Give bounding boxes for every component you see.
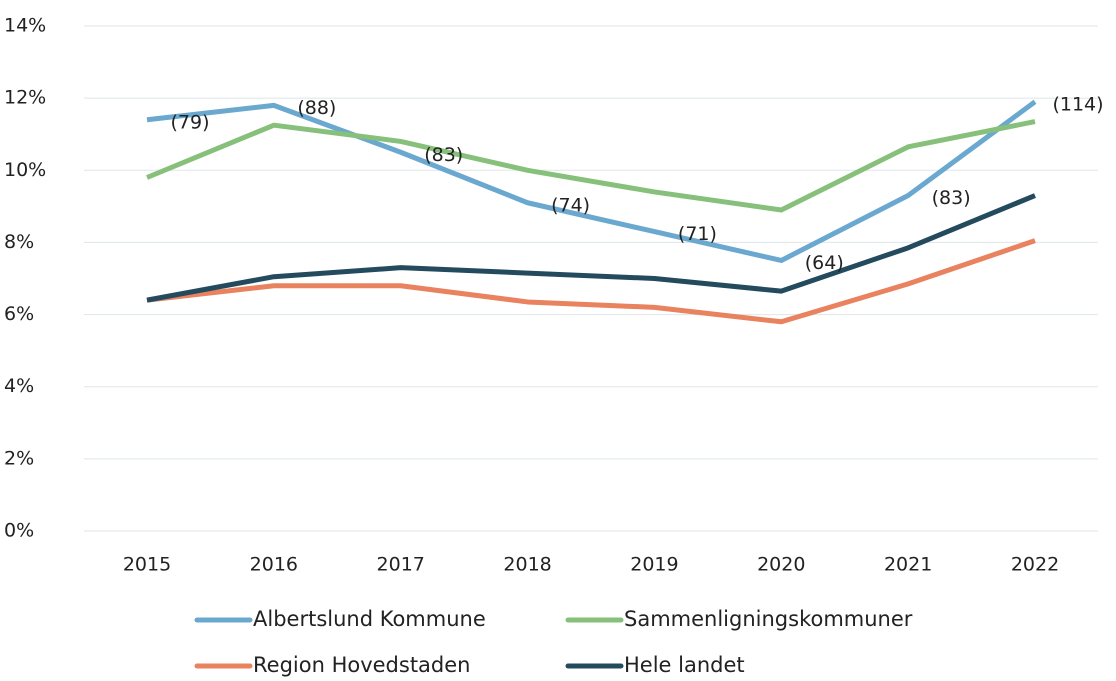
y-tick-label: 12% xyxy=(4,87,46,109)
y-tick-label: 10% xyxy=(4,159,46,181)
x-tick-label: 2021 xyxy=(884,554,932,576)
series-line xyxy=(146,193,1036,303)
annotation: (83) xyxy=(932,187,971,209)
x-tick-label: 2015 xyxy=(123,554,171,576)
annotation: (71) xyxy=(678,223,717,245)
y-tick-label: 2% xyxy=(4,447,34,469)
legend-label: Region Hovedstaden xyxy=(253,653,471,677)
annotation: (74) xyxy=(551,194,590,216)
legend: Albertslund Kommune Sammenligningskommune… xyxy=(194,607,913,677)
annotation: (64) xyxy=(805,252,844,274)
x-tick-label: 2022 xyxy=(1011,554,1059,576)
legend-label: Hele landet xyxy=(624,653,745,677)
annotation: (83) xyxy=(424,144,463,166)
x-tick-label: 2016 xyxy=(250,554,298,576)
y-tick-label: 0% xyxy=(4,520,34,542)
y-tick-label: 4% xyxy=(4,375,34,397)
annotation: (79) xyxy=(170,111,209,133)
series-line xyxy=(146,99,1037,263)
x-tick-label: 2019 xyxy=(630,554,678,576)
y-tick-label: 6% xyxy=(4,303,34,325)
annotation: (114) xyxy=(1052,93,1103,115)
annotation: (88) xyxy=(297,97,336,119)
x-tick-label: 2017 xyxy=(377,554,425,576)
legend-label: Albertslund Kommune xyxy=(253,607,486,631)
y-tick-label: 8% xyxy=(4,231,34,253)
series-line xyxy=(146,119,1036,213)
x-tick-label: 2020 xyxy=(757,554,805,576)
y-tick-label: 14% xyxy=(4,15,46,37)
series-line xyxy=(146,238,1036,325)
x-tick-label: 2018 xyxy=(503,554,551,576)
legend-label: Sammenligningskommuner xyxy=(624,607,913,631)
